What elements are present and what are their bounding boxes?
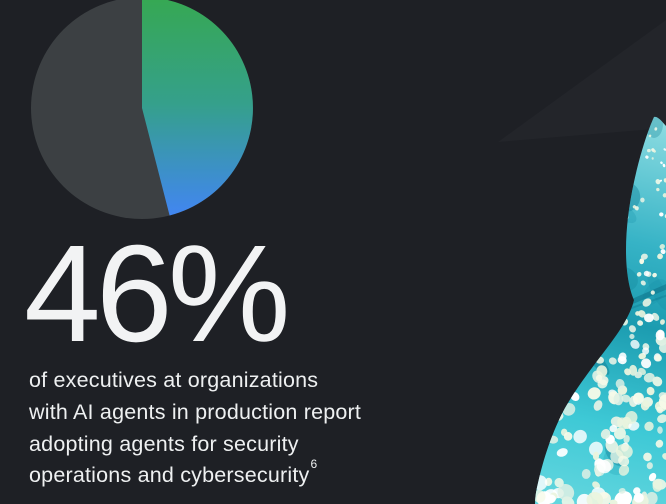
desc-line-2: with AI agents in production report bbox=[29, 399, 362, 424]
whale-body-crease bbox=[628, 283, 666, 306]
whale-fin-shadow bbox=[498, 20, 666, 142]
pie-chart bbox=[31, 0, 253, 219]
pie-slice-highlight bbox=[142, 0, 253, 216]
desc-line-1: of executives at organizations bbox=[29, 368, 319, 392]
footnote-marker: 6 bbox=[310, 456, 318, 471]
desc-line-4: operations and cybersecurity bbox=[29, 463, 310, 488]
desc-line-3: adopting agents for security bbox=[29, 431, 299, 456]
whale-shark-image bbox=[535, 116, 666, 504]
stat-description: of executives at organizations with AI a… bbox=[29, 365, 361, 492]
stat-value: 46% bbox=[24, 217, 291, 371]
